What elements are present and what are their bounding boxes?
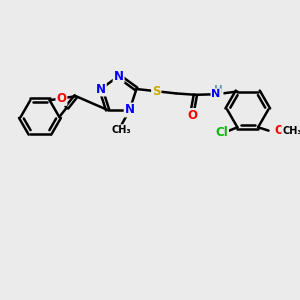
Text: N: N: [96, 82, 106, 95]
Text: CH₃: CH₃: [282, 126, 300, 136]
Text: Cl: Cl: [215, 126, 228, 139]
Text: CH₃: CH₃: [112, 125, 131, 135]
Text: O: O: [274, 124, 284, 137]
Text: O: O: [187, 109, 197, 122]
Text: N: N: [124, 103, 135, 116]
Text: O: O: [56, 92, 66, 105]
Text: H: H: [214, 85, 223, 95]
Text: N: N: [114, 70, 124, 83]
Text: N: N: [212, 89, 221, 99]
Text: S: S: [152, 85, 160, 98]
